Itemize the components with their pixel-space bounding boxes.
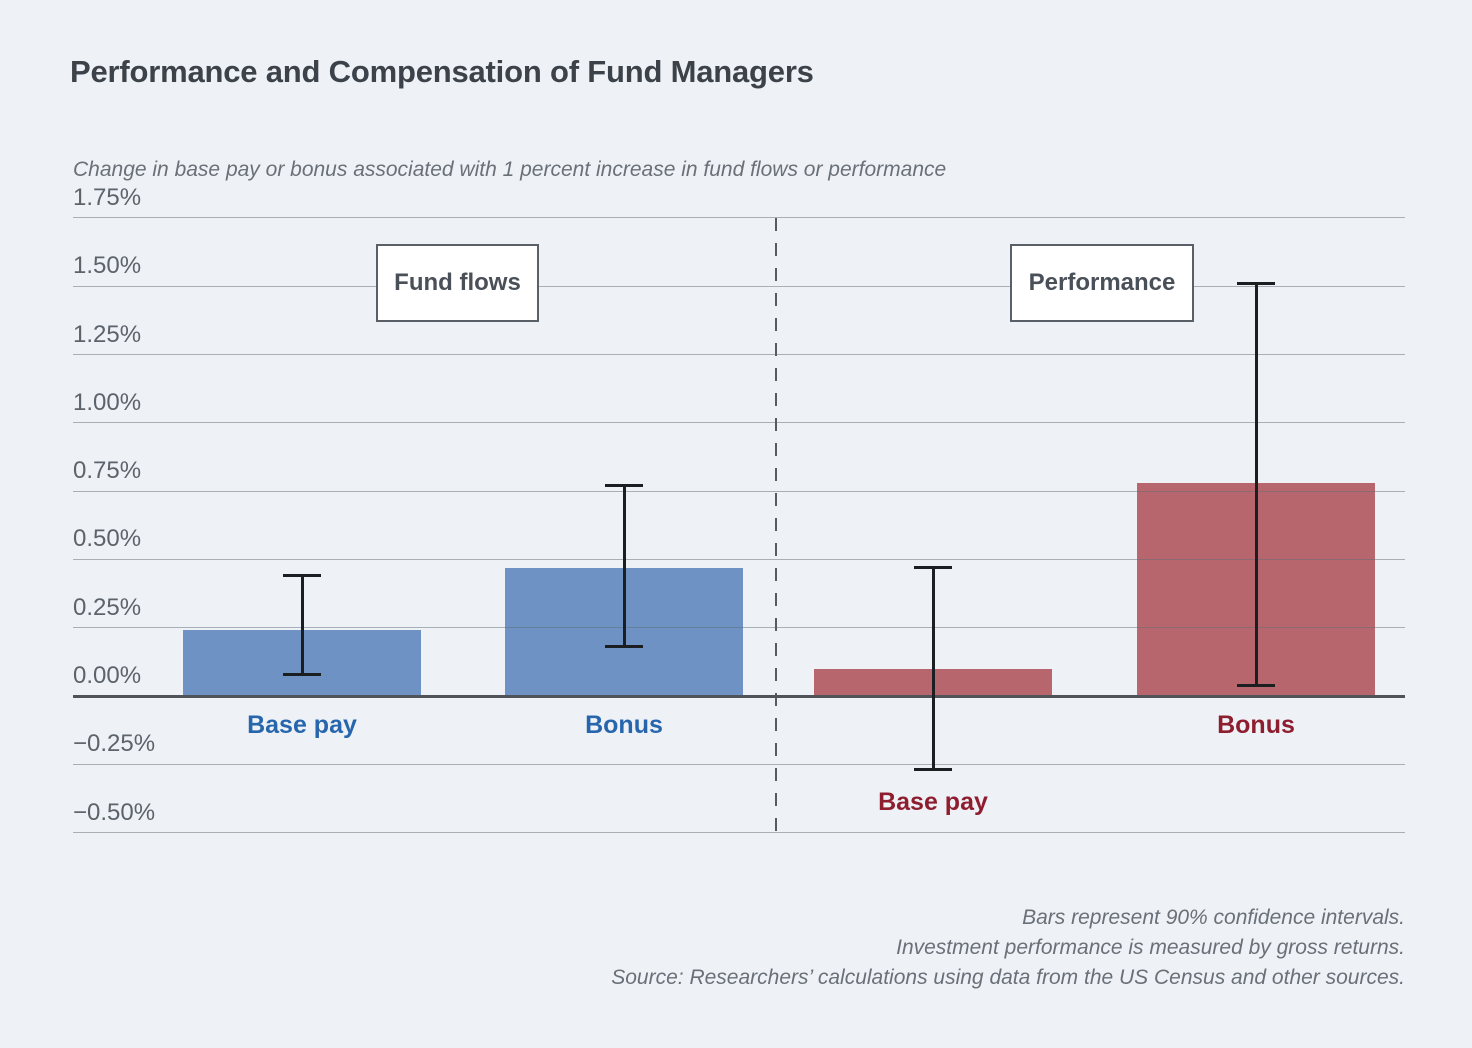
y-tick-label: 1.25% (73, 320, 142, 348)
gridline (73, 422, 1405, 424)
y-tick-label: −0.25% (73, 730, 156, 758)
error-bar-line (622, 485, 626, 647)
error-bar-cap-bottom (605, 645, 643, 649)
gridline (73, 217, 1405, 219)
gridline (73, 285, 1405, 287)
gridline (73, 558, 1405, 560)
group-label-box: Performance (1010, 244, 1194, 322)
y-tick-label: 0.25% (73, 593, 142, 621)
group-divider-line (775, 218, 777, 833)
category-label: Base pay (247, 711, 357, 739)
gridline (73, 832, 1405, 834)
error-bar-line (300, 575, 304, 675)
y-tick-label: 1.00% (73, 388, 142, 416)
y-tick-label: 0.50% (73, 525, 142, 553)
category-label: Bonus (1217, 711, 1295, 739)
footnote-line: Source: Researchers’ calculations using … (611, 966, 1405, 989)
error-bar-cap-bottom (283, 672, 321, 676)
gridline (73, 627, 1405, 629)
error-bar-cap-top (914, 566, 952, 570)
x-axis-line (73, 694, 1405, 698)
error-bar-cap-top (1237, 281, 1275, 285)
chart-title: Performance and Compensation of Fund Man… (70, 54, 814, 89)
group-label-box: Fund flows (376, 244, 539, 322)
error-bar-cap-top (605, 484, 643, 488)
error-bar-cap-top (283, 574, 321, 578)
gridline (73, 490, 1405, 492)
error-bar-cap-bottom (914, 768, 952, 772)
category-label: Bonus (585, 711, 663, 739)
error-bar-line (1254, 283, 1258, 686)
y-tick-label: 0.00% (73, 662, 142, 689)
y-tick-label: 0.75% (73, 457, 142, 485)
error-bar-line (931, 567, 935, 770)
chart-subtitle: Change in base pay or bonus associated w… (73, 158, 947, 181)
footnote-line: Investment performance is measured by gr… (896, 936, 1405, 959)
y-tick-label: −0.50% (73, 798, 156, 826)
gridline (73, 354, 1405, 355)
y-tick-label: 1.75% (73, 183, 142, 211)
y-tick-label: 1.50% (73, 252, 142, 280)
footnote-line: Bars represent 90% confidence intervals. (1022, 906, 1405, 929)
gridline (73, 763, 1405, 765)
error-bar-cap-bottom (1237, 683, 1275, 687)
category-label: Base pay (878, 788, 988, 816)
chart-footnotes: Bars represent 90% confidence intervals.… (611, 903, 1405, 993)
